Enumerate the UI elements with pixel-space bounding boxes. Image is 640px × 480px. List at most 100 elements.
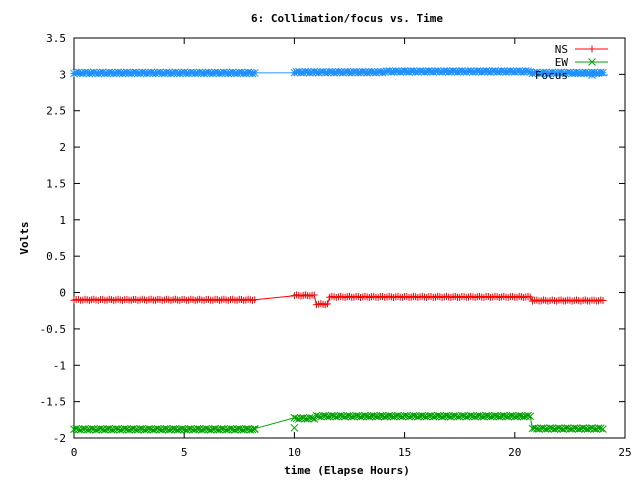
data-point: [341, 412, 349, 421]
data-point: [475, 411, 484, 420]
data-point: [398, 67, 407, 76]
data-point: [541, 425, 550, 433]
data-point: [570, 69, 579, 77]
data-point: [471, 67, 479, 76]
data-point: [526, 68, 535, 76]
data-point: [524, 411, 532, 420]
data-point: [466, 67, 475, 75]
plot-frame: [73, 37, 626, 439]
data-point: [92, 425, 100, 434]
data-point: [574, 69, 583, 77]
data-point: [506, 67, 515, 75]
data-point: [442, 411, 451, 420]
data-point: [140, 425, 149, 434]
data-point: [581, 68, 590, 77]
data-point: [526, 412, 535, 421]
data-point: [305, 414, 314, 422]
data-point: [195, 68, 204, 77]
data-point: [442, 67, 451, 76]
x-tick-label: 10: [288, 446, 301, 459]
data-point: [438, 68, 446, 76]
data-point: [224, 69, 233, 78]
data-point: [116, 425, 125, 434]
data-point: [336, 68, 345, 77]
data-point: [251, 296, 259, 304]
data-point: [577, 69, 585, 78]
data-point: [405, 412, 413, 421]
data-point: [418, 411, 427, 420]
data-point: [447, 67, 455, 76]
data-point: [363, 68, 371, 77]
data-point: [164, 68, 173, 77]
data-point: [343, 67, 352, 76]
data-point: [491, 411, 499, 420]
data-point: [83, 68, 92, 77]
x-tick-label: 20: [508, 446, 521, 459]
data-point: [89, 68, 98, 77]
data-point: [129, 424, 138, 433]
data-point: [222, 425, 230, 434]
data-point: [424, 67, 433, 75]
x-tick-label: 5: [181, 446, 188, 459]
data-point: [250, 425, 259, 434]
chart-title: 6: Collimation/focus vs. Time: [251, 12, 443, 25]
data-point: [433, 411, 442, 420]
data-point: [389, 67, 398, 76]
data-point: [173, 425, 182, 434]
data-point: [208, 69, 217, 78]
y-tick-label: -0.5: [40, 323, 67, 336]
data-point: [596, 424, 605, 433]
data-point: [305, 68, 314, 77]
legend-marker-focus: [588, 71, 596, 79]
data-point: [499, 67, 508, 76]
data-point: [147, 68, 155, 77]
legend-label-focus: Focus: [535, 69, 568, 82]
data-point: [458, 411, 466, 420]
data-point: [356, 412, 365, 421]
data-point: [599, 68, 607, 77]
data-point: [213, 68, 222, 77]
data-point: [180, 68, 189, 77]
data-point: [376, 67, 385, 76]
data-point: [361, 411, 369, 420]
data-point: [380, 68, 389, 76]
data-point: [429, 68, 438, 76]
data-point: [528, 69, 537, 78]
data-point: [433, 67, 442, 75]
data-point: [140, 68, 149, 77]
data-point: [570, 424, 579, 432]
data-point: [378, 68, 387, 77]
data-point: [237, 68, 246, 77]
data-point: [98, 68, 107, 77]
legend-label-ns: NS: [555, 43, 568, 56]
y-tick-label: 1.5: [46, 177, 66, 190]
data-point: [557, 68, 565, 77]
data-point: [524, 67, 532, 76]
data-point: [217, 69, 226, 77]
data-point: [328, 411, 336, 420]
data-point: [504, 67, 513, 76]
data-point: [197, 69, 206, 77]
series-layer: [70, 67, 607, 434]
data-point: [599, 296, 607, 304]
data-point: [462, 412, 471, 421]
data-point: [193, 69, 202, 77]
data-point: [145, 424, 153, 433]
data-point: [160, 69, 169, 78]
data-point: [394, 411, 402, 420]
data-point: [546, 424, 554, 432]
data-point: [156, 68, 164, 77]
data-point: [204, 68, 213, 77]
data-point: [453, 68, 462, 76]
data-point: [290, 68, 299, 77]
data-point: [389, 412, 398, 421]
data-point: [118, 69, 127, 78]
data-point: [112, 424, 120, 433]
x-tick-label: 0: [71, 446, 78, 459]
data-point: [182, 425, 191, 434]
data-point: [532, 68, 541, 77]
series-focus: [70, 67, 607, 78]
data-point: [206, 425, 215, 434]
data-point: [515, 67, 524, 75]
plot-border: [73, 37, 626, 439]
